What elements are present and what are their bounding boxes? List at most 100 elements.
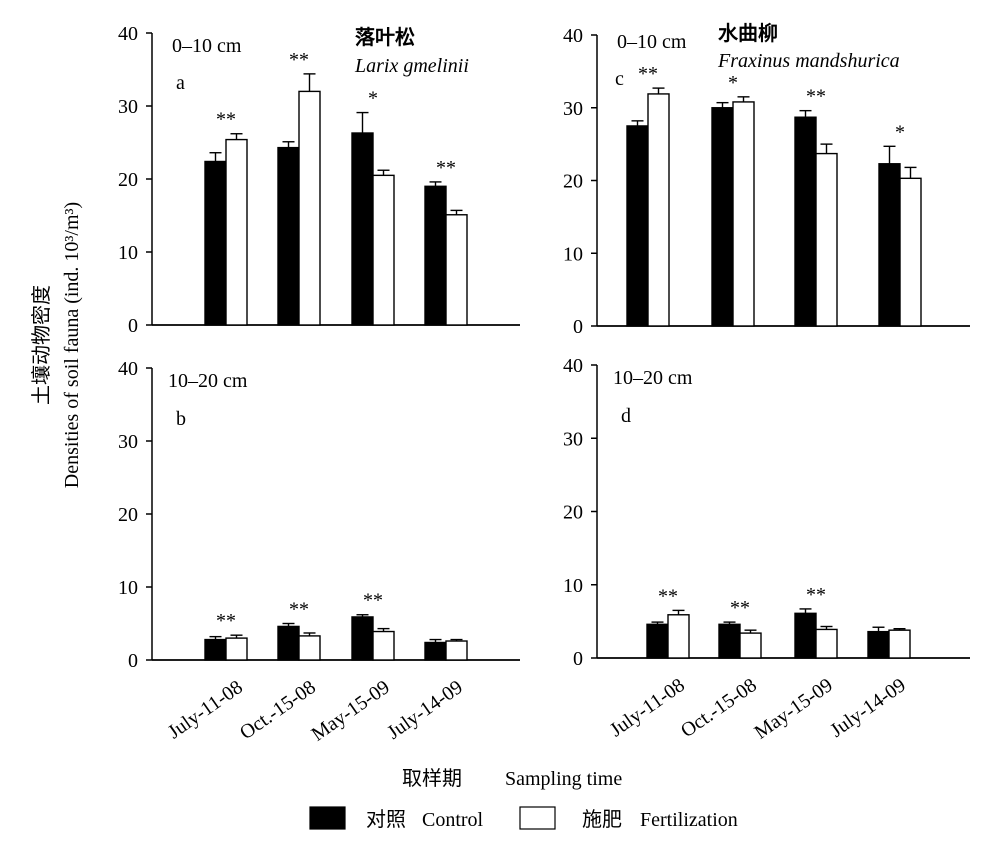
bar-fertilization-July-11-08 [225, 138, 248, 326]
depth-label: 0–10 cm [172, 35, 242, 57]
y-tick-label: 40 [563, 355, 583, 377]
species-name-cn: 水曲柳 [718, 21, 778, 45]
legend: 对照 Control 施肥 Fertilization [309, 806, 738, 831]
bar-control-July-11-08 [204, 638, 227, 661]
bar-control-May-15-09 [351, 132, 374, 326]
legend-label-control-cn: 对照 [366, 807, 406, 831]
significance-marker: ** [216, 610, 236, 632]
x-tick-label: July-11-08 [606, 674, 689, 741]
x-tick-label: May-15-09 [308, 676, 394, 746]
species-name-cn: 落叶松 [355, 25, 415, 49]
significance-marker: ** [730, 597, 750, 619]
panel-d: 0 10 20 30 40 10–20 cm d ** July-11-08 ** Oct.-15-… [563, 355, 970, 744]
panel-letter: a [176, 72, 185, 94]
legend-swatch-fertilization [519, 806, 556, 830]
y-tick-label: 20 [118, 169, 138, 191]
bar-fertilization-May-15-09 [372, 630, 395, 661]
x-tick-label: July-11-08 [164, 676, 247, 743]
y-tick-label: 30 [118, 96, 138, 118]
y-tick-label: 0 [128, 315, 138, 337]
legend-swatch-control [309, 806, 346, 830]
significance-marker: * [895, 121, 905, 143]
depth-label: 10–20 cm [168, 370, 248, 392]
y-tick-label: 10 [118, 577, 138, 599]
bar-control-May-15-09 [351, 616, 374, 661]
significance-marker: ** [806, 584, 826, 606]
depth-label: 10–20 cm [613, 367, 693, 389]
depth-label: 0–10 cm [617, 31, 687, 53]
y-tick-label: 20 [563, 502, 583, 524]
y-axis-title-cn: 土壤动物密度 [29, 285, 53, 405]
x-tick-label: July-14-09 [383, 676, 467, 744]
y-tick-label: 20 [563, 171, 583, 193]
y-tick-label: 20 [118, 504, 138, 526]
bar-control-Oct.-15-08 [277, 146, 300, 326]
bar-fertilization-July-14-09 [888, 629, 911, 659]
y-axis-title-en: Densities of soil fauna (ind. 10³/m³) [61, 202, 83, 488]
bar-control-July-14-09 [424, 185, 447, 326]
bar-fertilization-May-15-09 [372, 174, 395, 326]
bar-control-July-11-08 [646, 623, 669, 659]
species-name-latin: Fraxinus mandshurica [717, 50, 900, 72]
significance-marker: ** [363, 590, 383, 612]
x-axis-title-en: Sampling time [505, 768, 622, 790]
significance-marker: ** [289, 599, 309, 621]
significance-marker: ** [289, 49, 309, 71]
bar-fertilization-July-14-09 [899, 177, 922, 327]
y-tick-label: 10 [563, 243, 583, 265]
bar-fertilization-July-11-08 [667, 614, 690, 659]
significance-marker: ** [216, 109, 236, 131]
panel-b: 0 10 20 30 40 10–20 cm b ** July-11-08 ** Oct.-15-… [118, 358, 520, 746]
significance-marker: * [368, 88, 378, 110]
y-tick-label: 10 [563, 575, 583, 597]
panel-letter: b [176, 408, 186, 430]
bar-control-Oct.-15-08 [711, 107, 734, 327]
bar-fertilization-Oct.-15-08 [739, 632, 762, 659]
bar-control-May-15-09 [794, 116, 817, 327]
bar-fertilization-Oct.-15-08 [298, 90, 321, 326]
x-tick-label: Oct.-15-08 [236, 676, 320, 744]
bar-control-July-11-08 [626, 125, 649, 327]
y-tick-label: 30 [563, 428, 583, 450]
y-tick-label: 0 [573, 648, 583, 670]
y-tick-label: 40 [563, 25, 583, 47]
y-tick-label: 30 [563, 98, 583, 120]
bar-fertilization-May-15-09 [815, 628, 838, 659]
bar-fertilization-July-11-08 [647, 93, 670, 327]
bar-control-July-14-09 [878, 163, 901, 327]
panel-letter: d [621, 405, 631, 427]
bar-fertilization-July-11-08 [225, 637, 248, 661]
x-tick-label: July-14-09 [826, 674, 910, 742]
legend-label-fertilization-en: Fertilization [640, 809, 738, 831]
y-tick-label: 0 [573, 316, 583, 338]
significance-marker: * [728, 72, 738, 94]
bar-fertilization-July-14-09 [445, 640, 468, 661]
y-tick-label: 40 [118, 23, 138, 45]
bar-control-Oct.-15-08 [718, 623, 741, 659]
bar-fertilization-Oct.-15-08 [298, 635, 321, 661]
bar-control-July-14-09 [867, 630, 890, 659]
bar-control-May-15-09 [794, 612, 817, 659]
bar-fertilization-May-15-09 [815, 152, 838, 327]
bar-fertilization-Oct.-15-08 [732, 101, 755, 327]
bar-control-July-11-08 [204, 160, 227, 326]
species-name-latin: Larix gmelinii [354, 55, 469, 77]
legend-label-control-en: Control [422, 809, 484, 831]
significance-marker: ** [436, 157, 456, 179]
panel-c: 0 10 20 30 40 0–10 cm c 水曲柳 Fraxinus mandshurica… [563, 21, 970, 338]
y-tick-label: 30 [118, 431, 138, 453]
significance-marker: ** [806, 86, 826, 108]
legend-label-fertilization-cn: 施肥 [582, 807, 622, 831]
x-tick-label: May-15-09 [751, 674, 837, 744]
panel-letter: c [615, 68, 624, 90]
y-tick-label: 0 [128, 650, 138, 672]
x-tick-label: Oct.-15-08 [677, 674, 761, 742]
significance-marker: ** [638, 63, 658, 85]
y-tick-label: 40 [118, 358, 138, 380]
bar-control-Oct.-15-08 [277, 625, 300, 661]
significance-marker: ** [658, 585, 678, 607]
bar-fertilization-July-14-09 [445, 214, 468, 326]
